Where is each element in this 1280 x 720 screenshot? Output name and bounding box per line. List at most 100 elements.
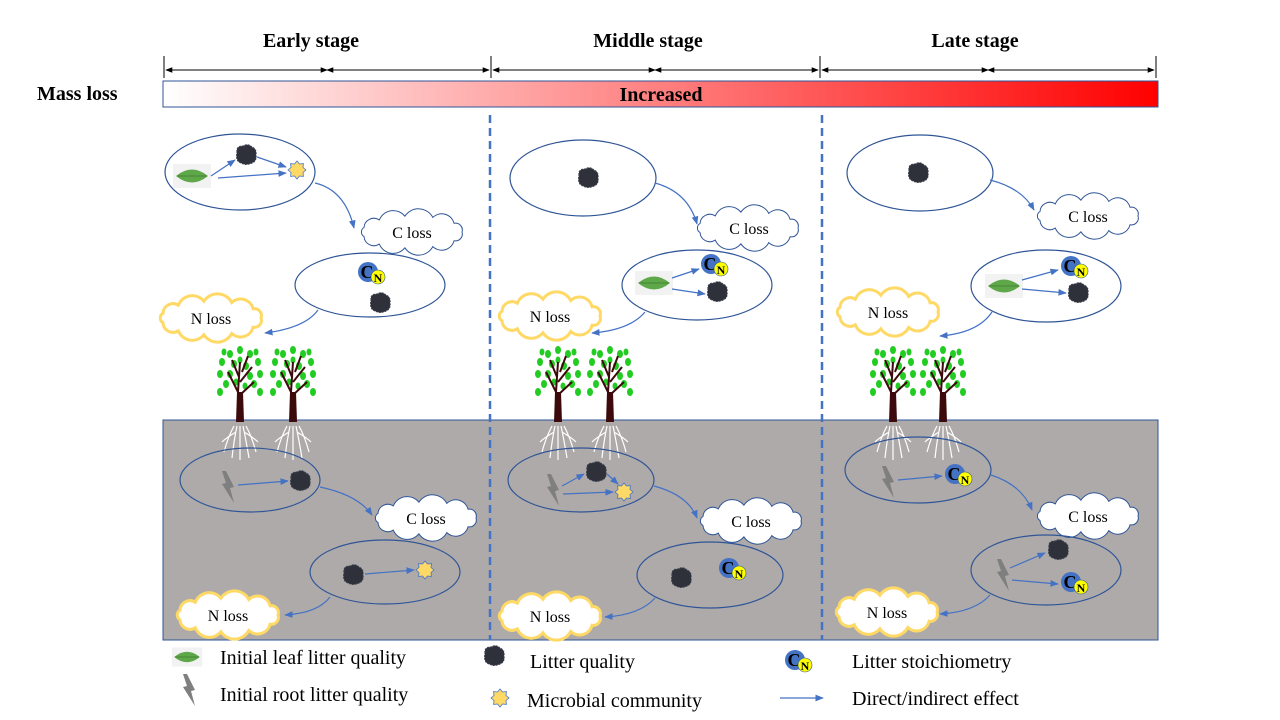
litter-quality-icon [1068,282,1089,303]
soil-litter-ellipse [507,447,655,513]
effect-arrow [989,179,1035,211]
c-loss-label: C loss [406,511,446,528]
leaf-icon [984,273,1024,299]
litter-quality-icon [236,144,257,165]
n-loss-cloud [497,290,602,342]
c-loss-cloud [699,497,802,545]
stoichiometry-icon: C N [945,464,973,487]
legend-effect-label: Direct/indirect effect [852,688,1019,710]
panel-early: C loss C N N loss C loss N loss [158,133,477,641]
c-loss-label: C loss [1068,209,1108,226]
n-loss-cloud [158,292,263,344]
legend-microbe-icon [490,688,510,708]
soil-layer [162,419,1159,641]
panel-middle: C loss C N N loss C loss C N N lo [497,139,802,642]
stoichiometry-icon: C N [358,262,386,285]
n-loss-label: N loss [530,609,570,626]
n-loss-cloud [497,590,602,642]
effect-arrow [264,309,319,336]
effect-arrow [364,567,415,575]
mass-loss-bar-text: Increased [620,84,703,106]
legend-leaf-icon [171,647,203,667]
c-loss-label: C loss [729,221,769,238]
effect-arrow [1021,268,1059,281]
svg-text:N: N [735,567,744,581]
litter-quality-ellipse [164,133,316,211]
effect-arrow [990,474,1033,511]
effect-arrow [1021,288,1067,296]
svg-text:C: C [704,254,717,274]
microbe-icon [287,160,307,180]
legend-microbe-label: Microbial community [527,690,702,712]
stoichiometry-icon: C N [719,558,747,581]
litter-quality-icon [343,564,364,585]
litter-quality-icon [908,162,929,183]
effect-arrow [1011,579,1059,587]
effect-arrow [591,311,646,336]
n-loss-cloud [834,586,939,638]
timeline-header: Early stage Middle stage Late stage Mass… [37,30,1159,108]
mass-loss-label: Mass loss [37,83,118,105]
c-loss-label: C loss [731,514,771,531]
soil-microbe-ellipse [970,534,1122,606]
effect-arrow [653,485,698,519]
stage-label-early: Early stage [263,30,359,52]
effect-arrow [671,288,706,297]
legend-stoichiometry-label: Litter stoichiometry [852,651,1011,673]
effect-arrow [210,159,236,177]
legend: Initial leaf litter quality Initial root… [171,645,1019,712]
n-loss-cloud [835,286,940,338]
microbe-icon [415,560,435,580]
svg-text:N: N [374,271,383,285]
c-loss-cloud [1036,492,1139,540]
stoichiometry-icon: C N [1061,572,1089,595]
svg-text:C: C [722,558,735,578]
svg-text:N: N [961,473,970,487]
leaf-icon [172,163,212,189]
stoichiometry-icon: C N [1061,256,1089,279]
litter-quality-icon [578,167,599,188]
legend-litter-quality-icon [484,645,505,666]
effect-arrow [284,596,331,618]
effect-arrow [314,182,356,229]
litter-quality-icon [1048,539,1069,560]
soil-microbe-ellipse [309,539,461,605]
legend-litter-quality-label: Litter quality [530,651,635,673]
c-loss-label: C loss [392,225,432,242]
effect-arrow [604,597,656,620]
stoichiometry-ellipse [621,249,773,321]
litter-quality-icon [370,292,391,313]
svg-text:C: C [1064,256,1077,276]
c-loss-cloud [696,204,799,252]
litter-quality-icon [586,461,607,482]
stage-label-middle: Middle stage [593,30,703,52]
microbe-icon [614,482,634,502]
soil-litter-ellipse [179,447,321,513]
leaf-icon [634,270,674,296]
mass-loss-gradient-bar [162,80,1159,108]
legend-leaf-label: Initial leaf litter quality [220,647,406,669]
effect-arrow [237,478,289,486]
c-loss-cloud [1036,192,1139,240]
legend-root-label: Initial root litter quality [220,684,408,706]
c-loss-label: C loss [1068,509,1108,526]
c-loss-cloud [374,494,477,542]
effect-arrow [1009,552,1046,569]
soil-litter-ellipse [844,436,992,504]
svg-text:N: N [1077,265,1086,279]
n-loss-label: N loss [191,311,231,328]
effect-arrow [606,473,619,485]
stoichiometry-icon: C N [701,254,729,277]
svg-text:C: C [948,464,961,484]
effect-arrow [561,473,585,487]
panel-late: C loss C N N loss C N C loss C N [834,134,1139,638]
litter-quality-icon [290,470,311,491]
stoichiometry-ellipse [294,252,446,318]
n-loss-cloud [175,589,280,641]
effect-arrow [217,170,287,179]
c-loss-cloud [360,208,463,256]
effect-arrow [562,488,614,496]
litter-quality-icon [671,567,692,588]
